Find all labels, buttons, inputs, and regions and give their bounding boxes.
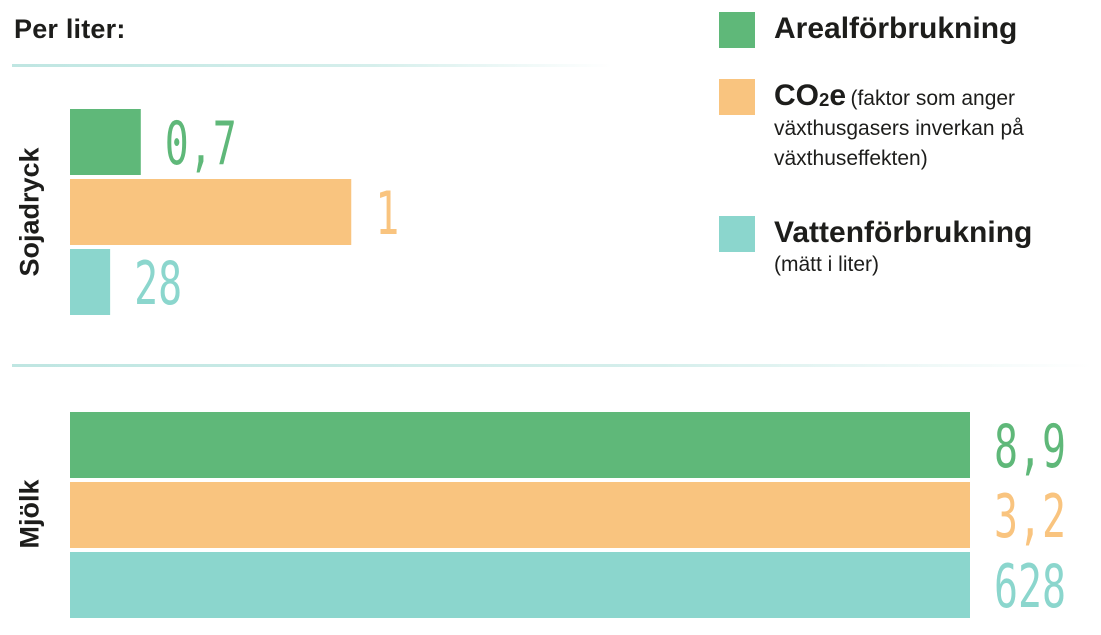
bar-mjolk-area	[70, 412, 970, 478]
legend-label-co2: CO2e	[774, 79, 847, 112]
legend-label-area: Arealförbrukning	[774, 12, 1018, 45]
value-label-mjolk-water: 628	[994, 552, 1066, 622]
legend-note-co2-line2: växthusgasers inverkan på	[774, 117, 1024, 140]
header-divider	[12, 64, 612, 67]
legend-swatch-water	[719, 216, 755, 252]
chart-title: Per liter:	[14, 14, 126, 44]
bar-mjolk-co2	[70, 482, 970, 548]
value-label-sojadryck-co2: 1	[375, 179, 399, 249]
legend-label-water: Vattenförbrukning	[774, 216, 1033, 249]
legend-note-co2-line1: (faktor som anger	[850, 87, 1016, 110]
value-label-sojadryck-water: 28	[134, 249, 182, 319]
bar-sojadryck-area	[70, 109, 141, 175]
legend-note-co2-line3: växthuseffekten)	[774, 147, 928, 170]
bar-sojadryck-water	[70, 249, 111, 315]
value-label-sojadryck-area: 0,7	[165, 109, 237, 179]
legend-swatch-co2	[719, 79, 755, 115]
legend-swatch-area	[719, 12, 755, 48]
group-divider	[12, 364, 1092, 367]
bar-mjolk-water	[70, 552, 970, 618]
bar-sojadryck-co2	[70, 179, 352, 245]
value-label-mjolk-area: 8,9	[994, 412, 1066, 482]
legend-note-water: (mätt i liter)	[774, 253, 879, 276]
value-label-mjolk-co2: 3,2	[994, 482, 1066, 552]
